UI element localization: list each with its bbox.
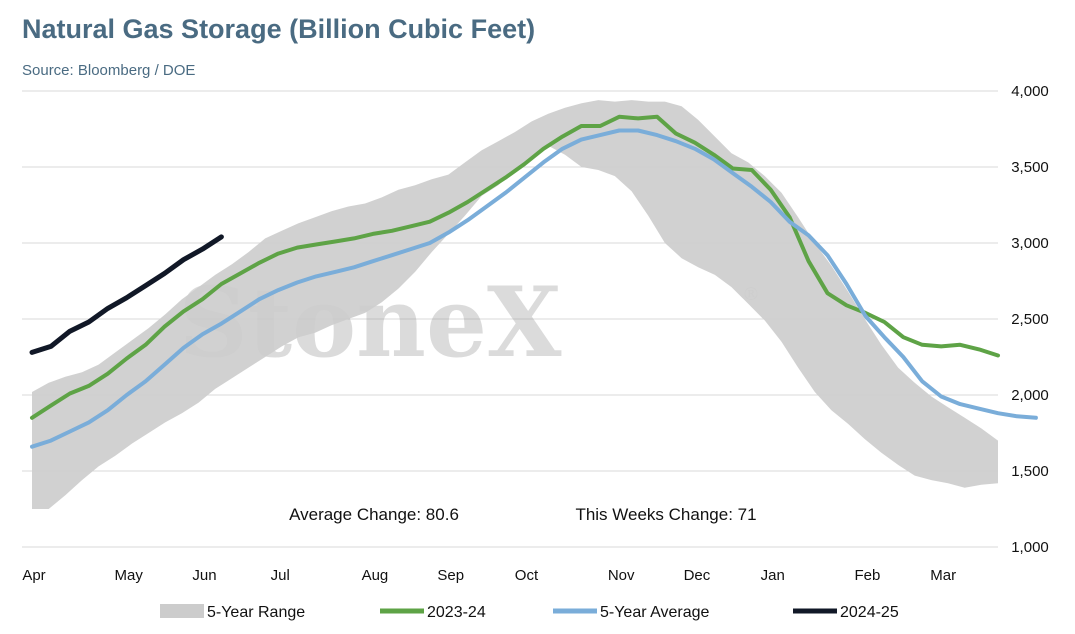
- series-layer: [29, 114, 1038, 449]
- x-axis-ticks: Apr May Jun Jul Aug Sep Oct Nov Dec Jan Feb Mar: [22, 567, 956, 584]
- legend-label-2024-25: 2024-25: [840, 604, 899, 621]
- annotation-this-weeks-change: This Weeks Change: 71: [575, 505, 756, 524]
- x-tick-label-feb: Feb: [854, 567, 880, 584]
- x-tick-label-aug: Aug: [362, 567, 389, 584]
- series-5-year-range-band: [32, 100, 998, 509]
- x-tick-label-apr: Apr: [22, 567, 45, 584]
- series-line-2024-25: [29, 234, 224, 355]
- x-tick-label-jun: Jun: [192, 567, 216, 584]
- x-tick-label-nov: Nov: [608, 567, 635, 584]
- y-axis-ticks: 1,000 1,500 2,000 2,500 3,000 3,500 4,000: [1011, 83, 1049, 556]
- legend-swatch-5-year-range: [160, 604, 204, 618]
- legend-label-5-year-average: 5-Year Average: [600, 604, 710, 621]
- y-tick-label-3500: 3,500: [1011, 159, 1049, 176]
- y-tick-label-4000: 4,000: [1011, 83, 1049, 100]
- x-tick-label-mar: Mar: [930, 567, 956, 584]
- chart-subtitle: Source: Bloomberg / DOE: [22, 62, 196, 79]
- x-tick-label-dec: Dec: [684, 567, 711, 584]
- y-tick-label-3000: 3,000: [1011, 235, 1049, 252]
- x-tick-label-may: May: [115, 567, 144, 584]
- y-tick-label-2000: 2,000: [1011, 387, 1049, 404]
- legend-label-2023-24: 2023-24: [427, 604, 486, 621]
- y-tick-label-1500: 1,500: [1011, 463, 1049, 480]
- series-line-5-year-average: [30, 128, 1038, 449]
- y-tick-label-1000: 1,000: [1011, 539, 1049, 556]
- range-layer: [32, 100, 998, 509]
- x-tick-label-sep: Sep: [437, 567, 464, 584]
- series-line-2023-24: [30, 114, 1000, 420]
- legend-label-5-year-range: 5-Year Range: [207, 604, 305, 621]
- chart-title: Natural Gas Storage (Billion Cubic Feet): [22, 14, 536, 44]
- x-tick-label-jan: Jan: [761, 567, 785, 584]
- x-tick-label-jul: Jul: [271, 567, 290, 584]
- y-tick-label-2500: 2,500: [1011, 311, 1049, 328]
- annotation-average-change: Average Change: 80.6: [289, 505, 459, 524]
- x-tick-label-oct: Oct: [515, 567, 539, 584]
- legend: 5-Year Range 2023-24 5-Year Average 2024-25: [160, 604, 899, 621]
